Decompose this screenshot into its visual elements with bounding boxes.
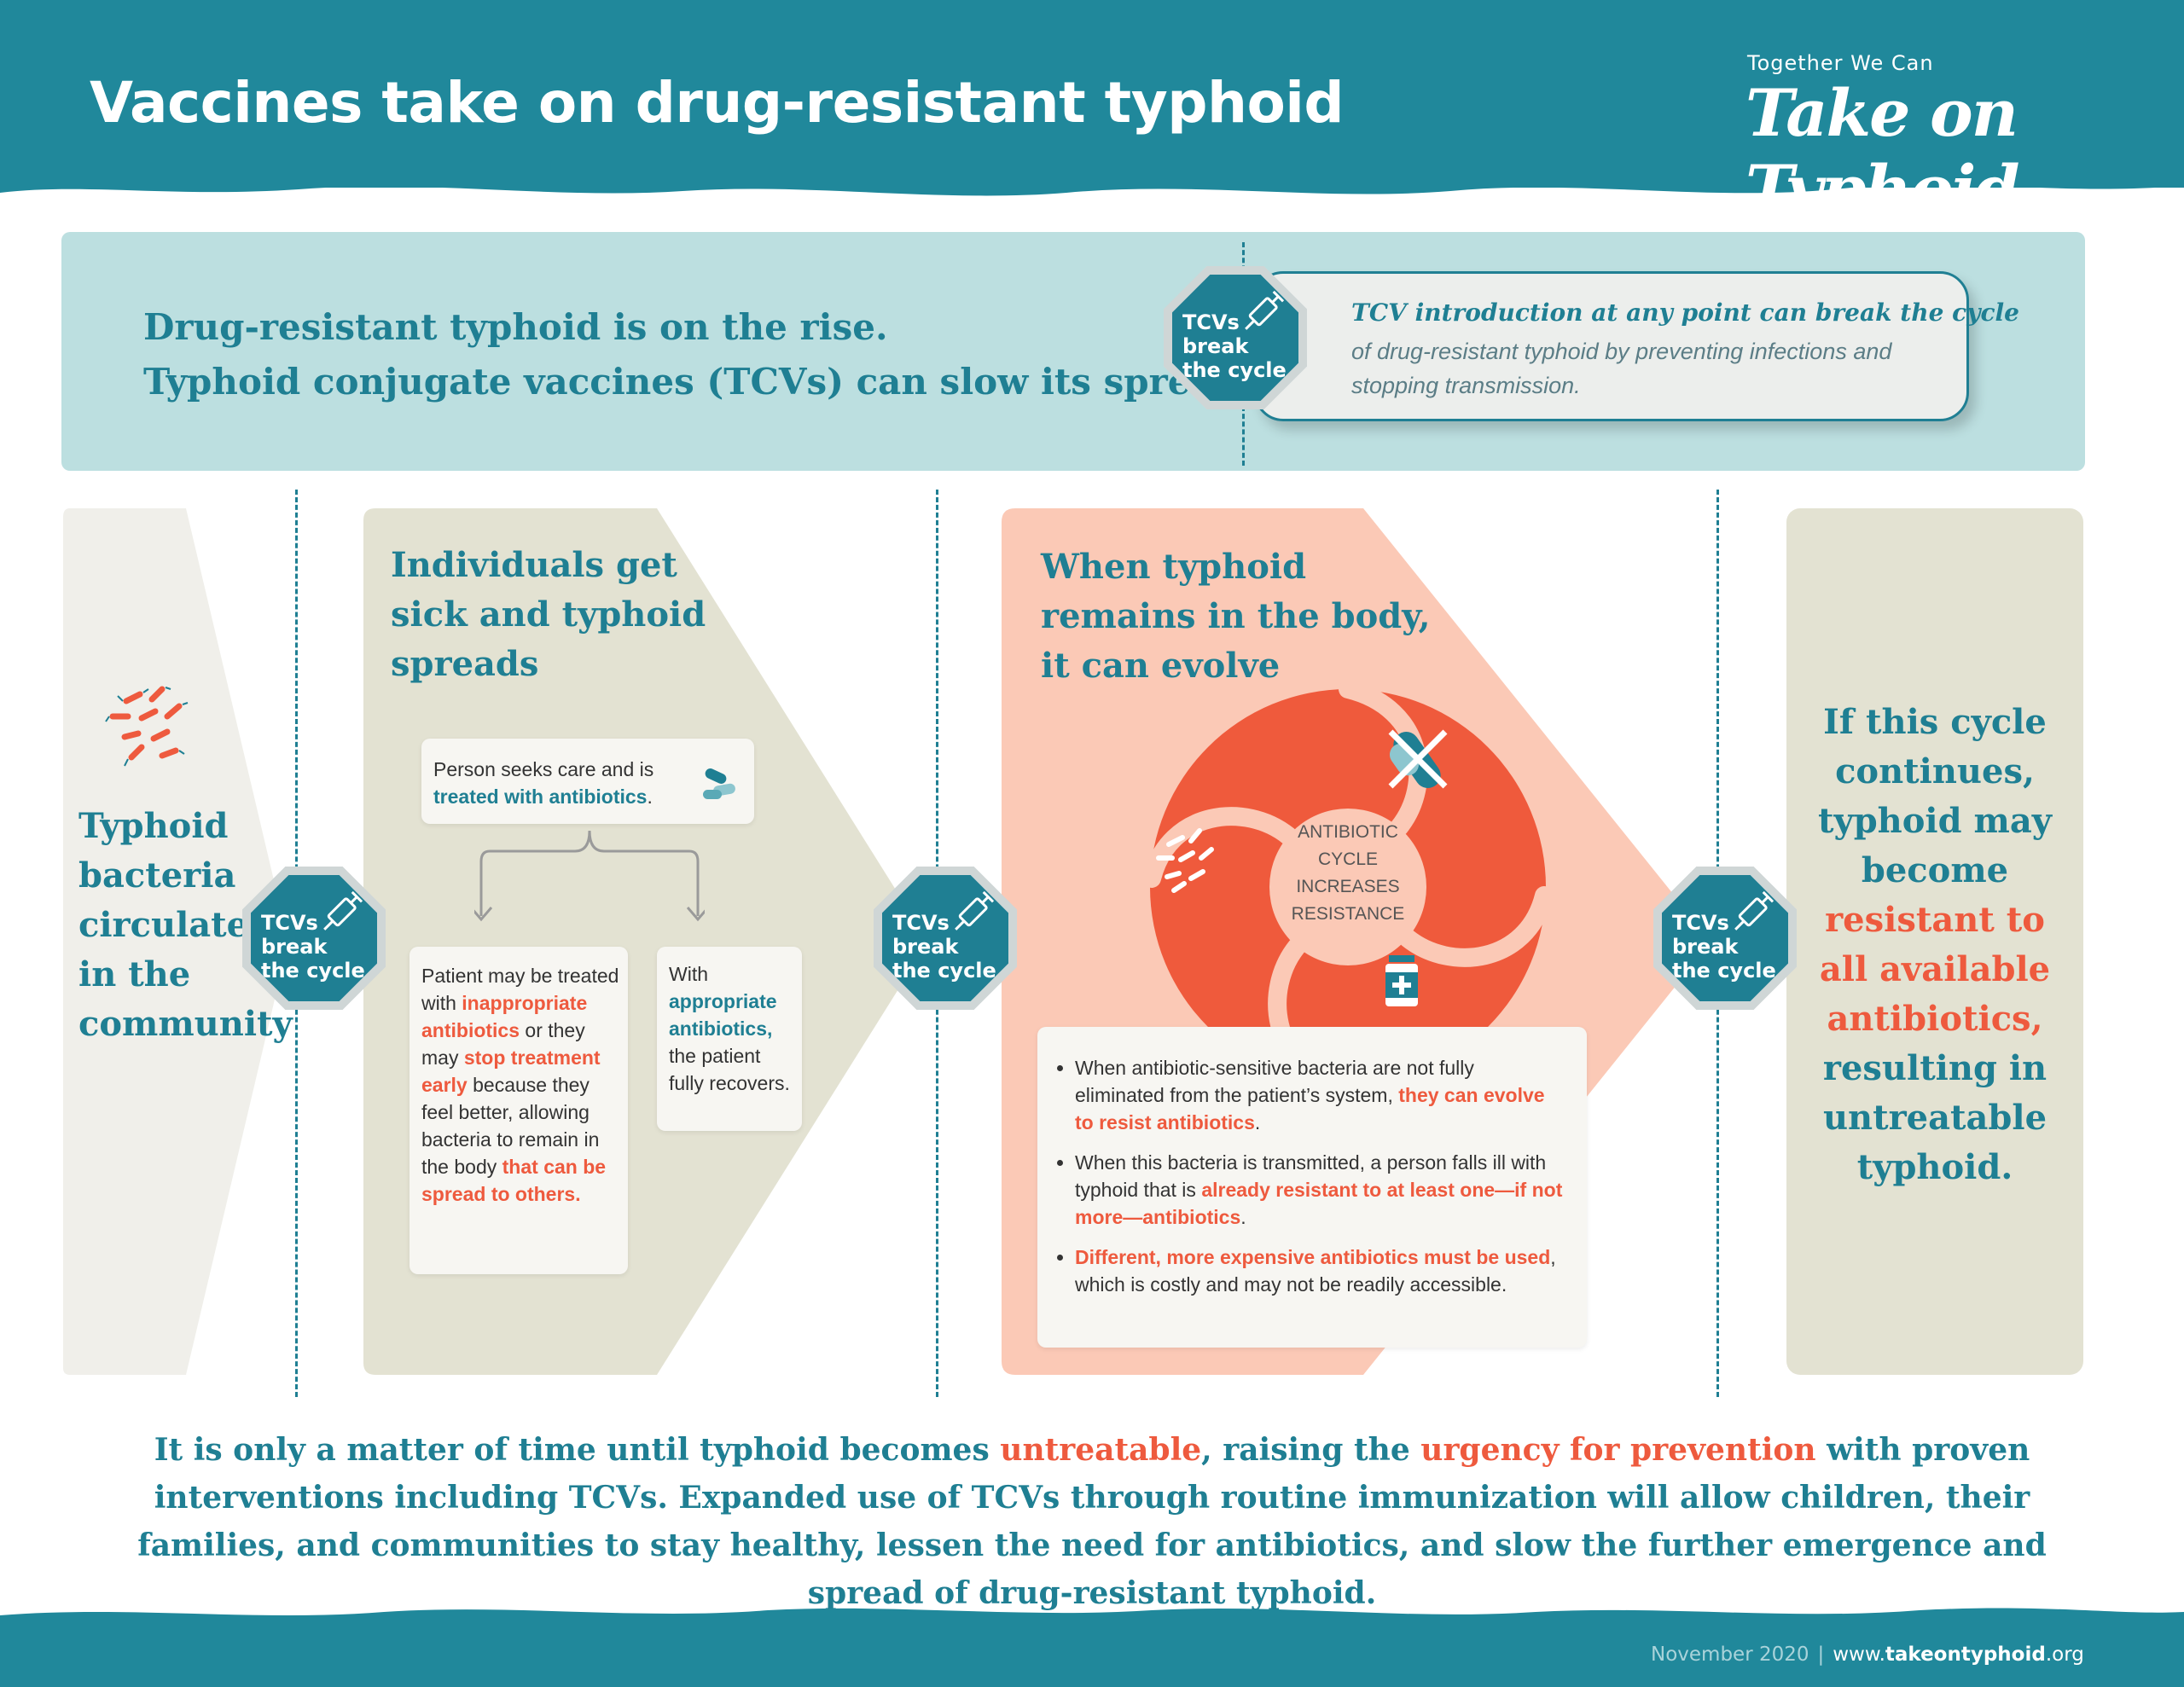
header-torn-edge	[0, 171, 2184, 196]
bullet-2: When this bacteria is transmitted, a per…	[1075, 1149, 1565, 1231]
syringe-icon	[1245, 290, 1285, 330]
column-backgrounds	[63, 508, 2083, 1375]
syringe-icon	[1734, 890, 1774, 930]
evolve-bullets: When antibiotic-sensitive bacteria are n…	[1053, 1054, 1565, 1311]
ring-text-4: RESISTANCE	[1292, 904, 1405, 924]
medicine-bottle-icon	[1385, 955, 1418, 1006]
inappropriate-card	[410, 947, 628, 1274]
footer-site-bold[interactable]: takeontyphoid	[1885, 1644, 2046, 1666]
care-text: Person seeks care and is treated with an…	[433, 758, 654, 808]
inappropriate-text: Patient may be treated with inappropriat…	[421, 965, 619, 1205]
syringe-icon	[323, 890, 363, 930]
appropriate-card	[657, 947, 802, 1131]
page-title: Vaccines take on drug-resistant typhoid	[90, 70, 1345, 136]
col4-background	[1786, 508, 2083, 1375]
evolve-card	[1037, 1027, 1587, 1348]
crossed-pill-icon	[1388, 729, 1448, 789]
tcv-badge-3: TCVs break the cycle	[1653, 867, 1797, 1010]
intro-line-1: Drug-resistant typhoid is on the rise.	[143, 306, 888, 348]
note-body: of drug-resistant typhoid by preventing …	[1351, 339, 1892, 398]
col4-text: If this cycle continues, typhoid may bec…	[1817, 702, 2053, 1187]
tcv-badge-1: TCVs break the cycle	[242, 867, 386, 1010]
footer-date: November 2020	[1651, 1644, 1809, 1666]
footer-separator: |	[1817, 1644, 1825, 1666]
tcv-badge-2: TCVs break the cycle	[874, 867, 1017, 1010]
tcv-badge-intro: TCVs break the cycle	[1164, 266, 1307, 409]
pills-icon	[703, 768, 735, 799]
note-title: TCV introduction at any point can break …	[1351, 299, 2019, 327]
conclusion-text: It is only a matter of time until typhoi…	[137, 1432, 2047, 1611]
bacteria-icon	[105, 686, 189, 767]
col2-heading: Individuals get sick and typhoid spreads	[391, 545, 706, 684]
header-band	[0, 0, 2184, 188]
logo-name: Take on Typhoid	[1745, 75, 2019, 227]
footer-site-post[interactable]: .org	[2045, 1644, 2084, 1666]
bacteria-cluster-icon	[1156, 828, 1214, 893]
col1-background	[63, 508, 288, 1375]
col1-text: Typhoid bacteria circulates in the commu…	[78, 806, 293, 1044]
footer-text: November 2020 | www.takeontyphoid.org	[1651, 1644, 2084, 1666]
footer-site-pre[interactable]: www.	[1833, 1644, 1885, 1666]
ring-text-1: ANTIBIOTIC	[1298, 822, 1398, 842]
care-card	[421, 739, 754, 824]
logo-tagline: Together We Can	[1747, 51, 1934, 75]
footer-torn-edge	[0, 1608, 2184, 1629]
intro-text: Drug-resistant typhoid is on the rise. T…	[143, 300, 1252, 409]
appropriate-text: With appropriate antibiotics, the patien…	[669, 963, 790, 1094]
bullet-3: Different, more expensive antibiotics mu…	[1075, 1244, 1565, 1298]
syringe-icon	[955, 890, 995, 930]
ring-text-2: CYCLE	[1318, 849, 1378, 869]
bullet-1: When antibiotic-sensitive bacteria are n…	[1075, 1054, 1565, 1136]
intro-line-2: Typhoid conjugate vaccines (TCVs) can sl…	[143, 361, 1252, 403]
footer-band	[0, 1625, 2184, 1687]
col3-heading: When typhoid remains in the body, it can…	[1041, 547, 1431, 686]
ring-text-3: INCREASES	[1296, 877, 1399, 896]
note-callout	[1254, 271, 1969, 421]
branch-arrows	[474, 830, 705, 922]
